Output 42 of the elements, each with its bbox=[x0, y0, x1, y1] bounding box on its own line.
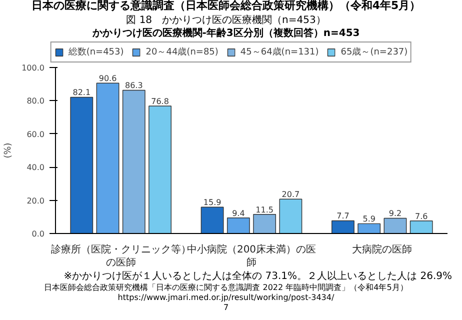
data-label: 11.5 bbox=[256, 205, 274, 214]
y-tick-label: 0.0 bbox=[32, 230, 45, 238]
y-axis-title: (%) bbox=[4, 142, 14, 158]
bar bbox=[332, 220, 354, 234]
data-label: 86.3 bbox=[124, 81, 143, 90]
chart-subtitle: 図 18 かかりつけ医の医療機関（n=453） bbox=[126, 15, 326, 26]
y-tick-label: 40.0 bbox=[26, 163, 44, 172]
bar bbox=[148, 106, 172, 234]
bar bbox=[122, 90, 146, 234]
y-tick-label: 80.0 bbox=[26, 96, 44, 106]
bar bbox=[253, 214, 276, 234]
legend-label: 65歳～(n=237) bbox=[340, 46, 408, 58]
bar bbox=[226, 218, 250, 234]
data-label: 76.8 bbox=[151, 97, 169, 106]
x-tick-label: 大病院の医師 bbox=[352, 244, 412, 256]
legend-label: 総数(n=453) bbox=[68, 46, 124, 58]
bar bbox=[279, 198, 302, 234]
text: 日本医師会総合政策研究機構「日本の医療に関する意識調査 2022 年臨時中間調査」（令和4年5月） bbox=[44, 283, 408, 293]
data-label: 7.7 bbox=[336, 212, 350, 221]
y-tick-label: 60.0 bbox=[26, 130, 44, 139]
data-label: 9.4 bbox=[232, 208, 245, 218]
data-label: 5.9 bbox=[362, 214, 376, 224]
legend-label: 20～44歳(n=85) bbox=[146, 46, 218, 58]
text: 7 bbox=[223, 303, 229, 313]
legend-label: 45～64歳(n=131) bbox=[240, 46, 319, 58]
bar bbox=[410, 220, 433, 234]
data-label: 7.6 bbox=[415, 212, 428, 221]
bar bbox=[96, 82, 120, 234]
y-tick-label: 100.0 bbox=[22, 64, 45, 72]
data-label: 90.6 bbox=[98, 74, 117, 84]
y-tick-label: 20.0 bbox=[26, 196, 44, 206]
bar bbox=[384, 218, 407, 234]
text: かかりつけ医の医療機関-年齢3区分別（複数回答）n=453 bbox=[92, 28, 360, 39]
bar bbox=[70, 96, 94, 234]
bar bbox=[358, 223, 381, 234]
data-label: 15.9 bbox=[203, 198, 222, 208]
data-label: 20.7 bbox=[282, 190, 300, 200]
text: https://www.jmari.med.or.jp/result/working/post-3434/ bbox=[118, 293, 334, 303]
bar bbox=[200, 206, 224, 234]
data-label: 82.1 bbox=[72, 88, 91, 98]
data-label: 9.2 bbox=[388, 209, 402, 218]
text: ※かかりつけ医が１人いるとした人は全体の 73.1%。２人以上いるとした人は 26.9% bbox=[64, 271, 452, 282]
